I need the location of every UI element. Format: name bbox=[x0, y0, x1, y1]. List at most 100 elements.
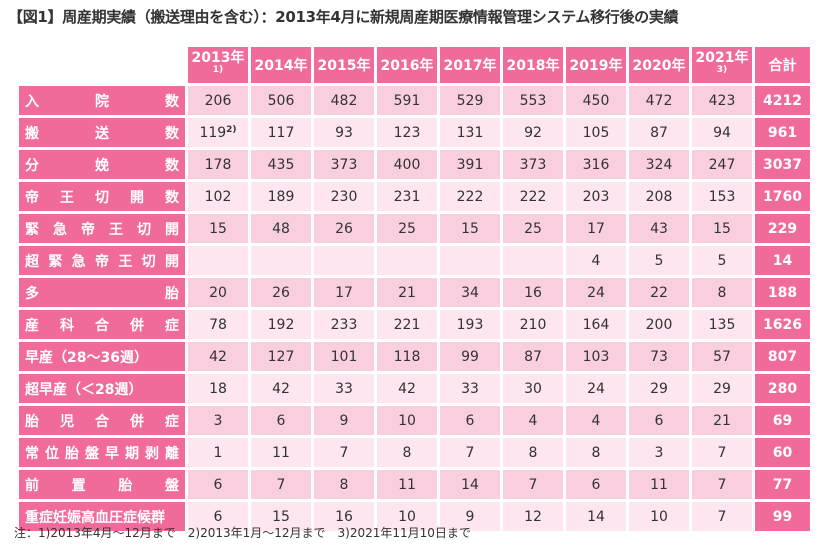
value-cell: 4 bbox=[566, 406, 626, 435]
value-cell: 153 bbox=[692, 182, 752, 211]
value-cell bbox=[314, 246, 374, 275]
value-cell: 94 bbox=[692, 118, 752, 147]
value-cell: 135 bbox=[692, 310, 752, 339]
value-cell: 6 bbox=[188, 470, 248, 499]
value-cell: 78 bbox=[188, 310, 248, 339]
value-cell: 7 bbox=[440, 438, 500, 467]
value-cell: 192 bbox=[251, 310, 311, 339]
year-label: 2013年 bbox=[191, 50, 245, 66]
row-label: 分娩数 bbox=[19, 150, 185, 179]
row-label: 超早産（＜28週） bbox=[19, 374, 185, 403]
value-cell: 29 bbox=[692, 374, 752, 403]
row-label-text: 早産（28～36週） bbox=[25, 349, 148, 366]
row-label: 重症妊娠高血圧症候群 bbox=[19, 502, 185, 531]
value-cell: 12 bbox=[503, 502, 563, 531]
value-cell: 206 bbox=[188, 86, 248, 115]
value-cell: 118 bbox=[377, 342, 437, 371]
value-cell: 10 bbox=[629, 502, 689, 531]
year-label: 2019年 bbox=[569, 58, 623, 74]
value-cell: 15 bbox=[692, 214, 752, 243]
table-row: 帝王切開数 102 189 230 231 222 222 203 208 153 1760 bbox=[19, 182, 810, 211]
footnote-marker: 2) bbox=[226, 124, 237, 135]
row-label-text: 帝王切開数 bbox=[25, 189, 179, 206]
value-cell: 233 bbox=[314, 310, 374, 339]
row-label: 超緊急帝王切開 bbox=[19, 246, 185, 275]
value-cell: 15 bbox=[188, 214, 248, 243]
row-label: 緊急帝王切開 bbox=[19, 214, 185, 243]
value-cell: 373 bbox=[503, 150, 563, 179]
row-label: 早産（28～36週） bbox=[19, 342, 185, 371]
value-cell: 4 bbox=[503, 406, 563, 435]
value-cell: 1192) bbox=[188, 118, 248, 147]
table-row: 搬送数 1192) 117 93 123 131 92 105 87 94 961 bbox=[19, 118, 810, 147]
value-cell: 553 bbox=[503, 86, 563, 115]
value-cell: 93 bbox=[314, 118, 374, 147]
value-cell: 7 bbox=[692, 502, 752, 531]
value-cell: 24 bbox=[566, 278, 626, 307]
value-cell: 178 bbox=[188, 150, 248, 179]
row-label-text: 多胎 bbox=[25, 285, 179, 302]
value-cell: 324 bbox=[629, 150, 689, 179]
value-cell bbox=[251, 246, 311, 275]
value-cell: 16 bbox=[503, 278, 563, 307]
value-cell: 529 bbox=[440, 86, 500, 115]
value-cell: 42 bbox=[251, 374, 311, 403]
value-cell: 11 bbox=[629, 470, 689, 499]
value-cell: 8 bbox=[566, 438, 626, 467]
value-cell: 247 bbox=[692, 150, 752, 179]
value-cell: 450 bbox=[566, 86, 626, 115]
value-cell: 472 bbox=[629, 86, 689, 115]
value-cell: 21 bbox=[377, 278, 437, 307]
value-cell: 3 bbox=[188, 406, 248, 435]
value-cell: 189 bbox=[251, 182, 311, 211]
value-cell: 6 bbox=[440, 406, 500, 435]
value-cell: 26 bbox=[251, 278, 311, 307]
value-cell: 30 bbox=[503, 374, 563, 403]
value-cell: 231 bbox=[377, 182, 437, 211]
value-cell: 7 bbox=[503, 470, 563, 499]
year-header: 2017年 bbox=[440, 47, 500, 83]
value-cell: 26 bbox=[314, 214, 374, 243]
row-label-text: 常位胎盤早期剥離 bbox=[25, 445, 179, 462]
value-cell: 8 bbox=[692, 278, 752, 307]
value-cell: 102 bbox=[188, 182, 248, 211]
value-cell: 8 bbox=[503, 438, 563, 467]
value-cell: 200 bbox=[629, 310, 689, 339]
table-row: 早産（28～36週） 42 127 101 118 99 87 103 73 57 807 bbox=[19, 342, 810, 371]
row-label: 産科合併症 bbox=[19, 310, 185, 339]
total-cell: 280 bbox=[755, 374, 810, 403]
value-cell: 101 bbox=[314, 342, 374, 371]
row-label-text: 入院数 bbox=[25, 93, 179, 110]
value-cell: 25 bbox=[503, 214, 563, 243]
year-header: 2013年1) bbox=[188, 47, 248, 83]
value-cell: 591 bbox=[377, 86, 437, 115]
value-cell: 16 bbox=[314, 502, 374, 531]
total-cell: 229 bbox=[755, 214, 810, 243]
row-label-text: 重症妊娠高血圧症候群 bbox=[25, 509, 165, 526]
row-label-text: 搬送数 bbox=[25, 125, 179, 142]
value-cell: 6 bbox=[251, 406, 311, 435]
year-label: 2020年 bbox=[632, 58, 686, 74]
value-cell: 9 bbox=[314, 406, 374, 435]
value-cell: 11 bbox=[377, 470, 437, 499]
value-cell: 193 bbox=[440, 310, 500, 339]
table-row: 産科合併症 78 192 233 221 193 210 164 200 135 1626 bbox=[19, 310, 810, 339]
table-row: 常位胎盤早期剥離 1 11 7 8 7 8 8 3 7 60 bbox=[19, 438, 810, 467]
row-label-text: 産科合併症 bbox=[25, 317, 179, 334]
year-header: 2018年 bbox=[503, 47, 563, 83]
total-cell: 69 bbox=[755, 406, 810, 435]
row-label: 常位胎盤早期剥離 bbox=[19, 438, 185, 467]
row-label: 入院数 bbox=[19, 86, 185, 115]
value-cell: 24 bbox=[566, 374, 626, 403]
value-cell: 33 bbox=[440, 374, 500, 403]
year-header: 2015年 bbox=[314, 47, 374, 83]
corner-cell bbox=[19, 47, 185, 83]
row-label-text: 超緊急帝王切開 bbox=[25, 253, 179, 270]
value-cell: 3 bbox=[629, 438, 689, 467]
value-cell: 10 bbox=[377, 406, 437, 435]
value-cell bbox=[377, 246, 437, 275]
value-cell: 22 bbox=[629, 278, 689, 307]
value-cell: 92 bbox=[503, 118, 563, 147]
value-cell: 400 bbox=[377, 150, 437, 179]
value-cell: 9 bbox=[440, 502, 500, 531]
